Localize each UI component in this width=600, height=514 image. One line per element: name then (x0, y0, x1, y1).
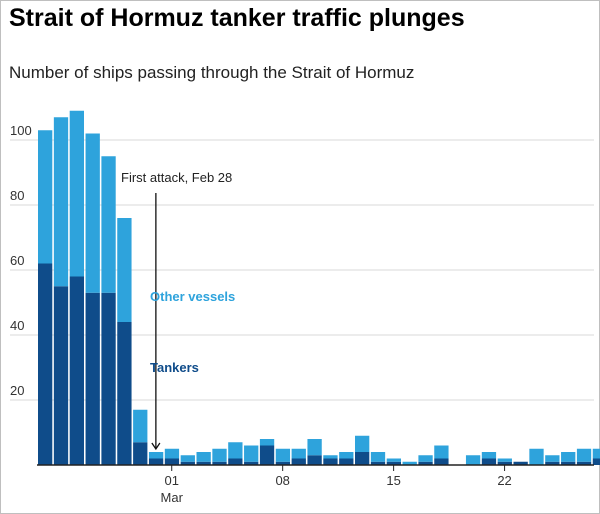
tanker-bar (370, 461, 386, 465)
chart-subtitle: Number of ships passing through the Stra… (9, 63, 415, 82)
other-vessels-bar (69, 110, 84, 277)
other-vessels-bar (434, 445, 449, 459)
other-vessels-bar (228, 442, 243, 459)
tanker-bar (133, 442, 148, 465)
tanker-bar (244, 461, 259, 465)
tanker-bar (259, 445, 275, 465)
other-vessels-bar (275, 448, 291, 462)
tanker-bar (481, 458, 497, 465)
y-tick-label: 40 (10, 318, 24, 333)
y-tick-label: 100 (10, 123, 32, 138)
x-tick-label: 15 (386, 473, 400, 488)
other-vessels-bar (497, 458, 512, 462)
x-axis: 01Mar08152229 (37, 464, 594, 505)
other-vessels-bar (370, 452, 386, 462)
chart-title: Strait of Hormuz tanker traffic plunges (9, 4, 465, 32)
other-vessels-bar (465, 455, 481, 465)
other-vessels-bar (53, 117, 69, 287)
y-tick-label: 20 (10, 383, 24, 398)
other-vessels-bar (402, 461, 417, 465)
tanker-bar (101, 292, 116, 465)
tanker-bar (196, 461, 211, 465)
tanker-bar (592, 458, 600, 465)
other-vessels-bar (180, 455, 195, 462)
other-vessels-label: Other vessels (150, 289, 235, 304)
tanker-bar (386, 461, 401, 465)
tanker-bar (339, 458, 354, 465)
tanker-bar (275, 461, 291, 465)
series-labels: Other vessels Tankers (150, 289, 235, 375)
other-vessels-bar (592, 448, 600, 459)
tanker-bar (418, 461, 433, 465)
tanker-bar (576, 461, 592, 465)
other-vessels-bar (148, 452, 164, 459)
other-vessels-bar (481, 452, 497, 459)
tanker-bar (180, 461, 195, 465)
other-vessels-bar (38, 130, 53, 264)
tanker-bar (497, 461, 512, 465)
tanker-bar (434, 458, 449, 465)
bars (38, 110, 600, 465)
tanker-bar (323, 458, 338, 465)
x-tick-label: 01 (164, 473, 178, 488)
tanker-bar (148, 458, 164, 465)
y-tick-label: 60 (10, 253, 24, 268)
other-vessels-bar (244, 445, 259, 462)
other-vessels-bar (85, 133, 100, 293)
y-axis-ticks: 20 40 60 80 100 (10, 123, 32, 398)
annotation: First attack, Feb 28 (121, 170, 232, 451)
tanker-bar (85, 292, 100, 465)
other-vessels-bar (339, 452, 354, 459)
tanker-bar (53, 286, 69, 465)
annotation-text: First attack, Feb 28 (121, 170, 232, 185)
tanker-bar (164, 458, 180, 465)
other-vessels-bar (386, 458, 401, 462)
other-vessels-bar (101, 156, 116, 293)
other-vessels-bar (561, 452, 576, 462)
x-tick-label: 22 (497, 473, 511, 488)
other-vessels-bar (164, 448, 180, 459)
other-vessels-bar (212, 448, 227, 462)
other-vessels-bar (529, 448, 544, 465)
tanker-bar (228, 458, 243, 465)
annotation-arrowhead (151, 442, 161, 451)
tankers-label: Tankers (150, 360, 199, 375)
tanker-bar (561, 461, 576, 465)
x-tick-sublabel: Mar (161, 490, 184, 505)
tanker-bar (117, 322, 132, 465)
other-vessels-bar (291, 448, 306, 459)
tanker-bar (355, 452, 370, 465)
other-vessels-bar (133, 409, 148, 443)
tanker-bar (38, 263, 53, 465)
tanker-bar (212, 461, 227, 465)
other-vessels-bar (576, 448, 592, 462)
tanker-bar (545, 461, 560, 465)
tanker-bar (291, 458, 306, 465)
other-vessels-bar (259, 439, 275, 446)
other-vessels-bar (355, 435, 370, 452)
tanker-bar (307, 455, 322, 465)
tanker-bar (69, 276, 84, 465)
other-vessels-bar (196, 452, 211, 462)
other-vessels-bar (323, 455, 338, 459)
tanker-bar (513, 461, 528, 465)
other-vessels-bar (307, 439, 322, 456)
other-vessels-bar (545, 455, 560, 462)
x-tick-label: 08 (275, 473, 289, 488)
other-vessels-bar (418, 455, 433, 462)
y-tick-label: 80 (10, 188, 24, 203)
other-vessels-bar (117, 218, 132, 322)
